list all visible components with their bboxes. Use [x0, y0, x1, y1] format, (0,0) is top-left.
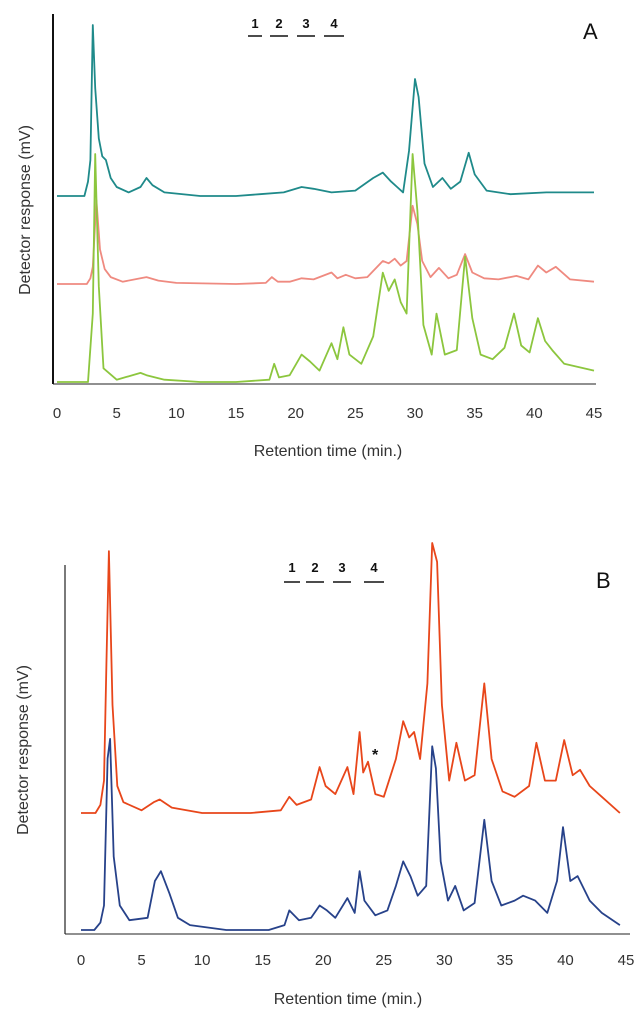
fraction-label: 2 [275, 16, 282, 31]
x-tick-label: 5 [137, 952, 145, 969]
fraction-label: 3 [302, 16, 309, 31]
series-line [81, 738, 621, 931]
fraction-label: 4 [370, 560, 378, 575]
x-tick-label: 45 [618, 952, 635, 969]
x-tick-label: 15 [228, 405, 245, 422]
x-tick-label: 30 [407, 405, 424, 422]
series-group [81, 542, 621, 931]
series-line [57, 199, 595, 285]
chart-panel-b: Detector response (mV) Retention time (m… [15, 542, 635, 1008]
fraction-label: 4 [330, 16, 338, 31]
fraction-label: 3 [338, 560, 345, 575]
x-axis-title: Retention time (min.) [274, 991, 423, 1008]
series-line [57, 24, 594, 197]
y-axis-title: Detector response (mV) [15, 665, 32, 835]
panel-label: B [596, 568, 611, 593]
fraction-markers: 1 2 3 4 [248, 16, 344, 37]
fraction-label: 1 [288, 560, 295, 575]
series-line [57, 153, 595, 383]
x-tick-label: 25 [347, 405, 364, 422]
x-tick-label: 5 [112, 405, 120, 422]
series-group [57, 24, 595, 383]
fraction-label: 1 [251, 16, 258, 31]
x-tick-label: 0 [53, 405, 61, 422]
x-tick-label: 40 [557, 952, 574, 969]
x-ticks: 0 5 10 15 20 25 30 35 40 45 [53, 405, 603, 422]
x-tick-label: 0 [77, 952, 85, 969]
series-line [81, 542, 621, 814]
x-tick-label: 10 [168, 405, 185, 422]
chart-panel-a: Detector response (mV) Retention time (m… [17, 14, 602, 460]
x-ticks: 0 5 10 15 20 25 30 35 40 45 [77, 952, 635, 969]
panel-label: A [583, 19, 598, 44]
x-tick-label: 10 [194, 952, 211, 969]
x-tick-label: 35 [466, 405, 483, 422]
x-tick-label: 25 [375, 952, 392, 969]
x-tick-label: 40 [526, 405, 543, 422]
x-axis-title: Retention time (min.) [254, 443, 403, 460]
y-axis-title: Detector response (mV) [17, 125, 34, 295]
fraction-label: 2 [311, 560, 318, 575]
x-tick-label: 20 [287, 405, 304, 422]
fraction-markers: 1 2 3 4 [284, 560, 384, 583]
x-tick-label: 20 [315, 952, 332, 969]
x-tick-label: 45 [586, 405, 603, 422]
x-tick-label: 15 [254, 952, 271, 969]
asterisk-annotation: * [372, 747, 379, 764]
x-tick-label: 30 [436, 952, 453, 969]
x-tick-label: 35 [497, 952, 514, 969]
